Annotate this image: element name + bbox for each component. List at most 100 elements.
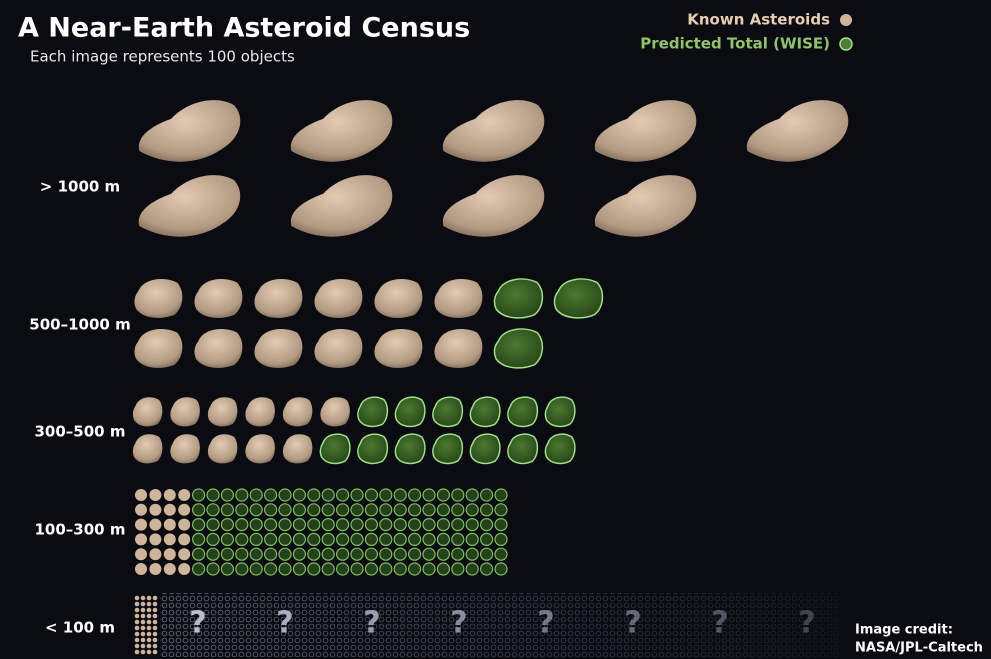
predicted-dot (451, 562, 465, 576)
known-icon (132, 397, 163, 427)
predicted-dot (307, 562, 321, 576)
row-label: 300–500 m (35, 423, 126, 441)
predicted-dot (249, 547, 263, 561)
predicted-dot (292, 532, 306, 547)
known-dot (134, 595, 140, 601)
known-dot (140, 631, 146, 637)
predicted-dot (350, 503, 364, 517)
known-dot (163, 533, 176, 546)
predicted-dot (336, 532, 350, 547)
predicted-icon (508, 397, 538, 426)
known-dot (163, 563, 176, 575)
known-dot (140, 643, 146, 649)
known-dot (163, 518, 176, 531)
predicted-dot (408, 488, 422, 502)
predicted-dot (393, 547, 407, 561)
predicted-dot (307, 532, 321, 547)
known-icon (245, 434, 275, 464)
predicted-dot (206, 547, 220, 561)
predicted-dot (336, 547, 350, 561)
known-icon (138, 175, 241, 237)
predicted-dot (451, 532, 465, 547)
predicted-dot (292, 547, 306, 561)
known-dot (152, 595, 158, 601)
known-dot (149, 533, 162, 546)
known-dot (178, 563, 191, 575)
predicted-dot (321, 517, 335, 532)
predicted-dot (278, 547, 292, 561)
predicted-dot (494, 547, 508, 561)
row-label: > 1000 m (40, 178, 120, 196)
credit: Image credit: (855, 623, 953, 638)
unknown-mark: ? (537, 606, 554, 641)
known-dot (152, 613, 158, 619)
known-dot (134, 637, 140, 643)
predicted-dot (364, 517, 378, 532)
known-icon (134, 328, 183, 368)
known-dot (152, 601, 158, 607)
predicted-dot (336, 562, 350, 576)
predicted-dot (321, 532, 335, 547)
predicted-dot (206, 488, 220, 502)
row-label: 500–1000 m (29, 316, 130, 334)
predicted-dot (292, 488, 306, 502)
known-dot (146, 643, 152, 649)
predicted-dot (264, 488, 278, 502)
predicted-dot (336, 503, 350, 517)
legend-label: Predicted Total (WISE) (640, 35, 830, 53)
predicted-dot (278, 517, 292, 532)
known-icon (314, 278, 363, 318)
predicted-dot (264, 517, 278, 532)
predicted-dot (393, 517, 407, 532)
predicted-icon (470, 397, 500, 426)
known-icon (207, 434, 238, 464)
unknown-mark: ? (711, 606, 728, 641)
known-icon (194, 278, 243, 318)
predicted-dot (220, 547, 234, 561)
known-dot (178, 518, 191, 531)
predicted-dot (436, 488, 450, 502)
predicted-dot (451, 517, 465, 532)
predicted-dot (408, 562, 422, 576)
predicted-dot (206, 562, 220, 576)
known-dot (146, 601, 152, 607)
predicted-dot (379, 547, 393, 561)
predicted-dot (321, 488, 335, 502)
predicted-dot (249, 532, 263, 547)
predicted-dot (364, 503, 378, 517)
known-dot (135, 563, 147, 575)
known-dot (146, 649, 152, 655)
predicted-dot (235, 532, 249, 547)
predicted-dot (494, 517, 508, 532)
unknown-mark: ? (798, 606, 815, 641)
known-dot (152, 637, 158, 643)
known-dot (178, 503, 191, 516)
row-label: < 100 m (45, 619, 115, 637)
unknown-mark: ? (450, 606, 467, 641)
known-dot (134, 649, 140, 655)
known-dot (152, 625, 158, 631)
legend-label: Known Asteroids (687, 11, 830, 29)
predicted-dot (465, 562, 479, 576)
predicted-dot (278, 488, 292, 502)
predicted-dot (480, 517, 494, 532)
predicted-dot (465, 488, 479, 502)
predicted-icon (545, 397, 575, 426)
known-dot (140, 607, 146, 613)
predicted-dot (235, 547, 249, 561)
predicted-icon (433, 397, 463, 426)
predicted-dot (465, 503, 479, 517)
predicted-dot (220, 517, 234, 532)
predicted-dot (364, 547, 378, 561)
predicted-dot (235, 517, 249, 532)
predicted-dot (422, 517, 436, 532)
predicted-dot (408, 532, 422, 547)
known-dot (146, 637, 152, 643)
predicted-icon (494, 279, 542, 318)
subtitle: Each image represents 100 objects (30, 48, 295, 66)
known-dot (146, 619, 152, 625)
known-icon (254, 278, 303, 318)
predicted-dot (264, 532, 278, 547)
known-dot (135, 518, 147, 531)
